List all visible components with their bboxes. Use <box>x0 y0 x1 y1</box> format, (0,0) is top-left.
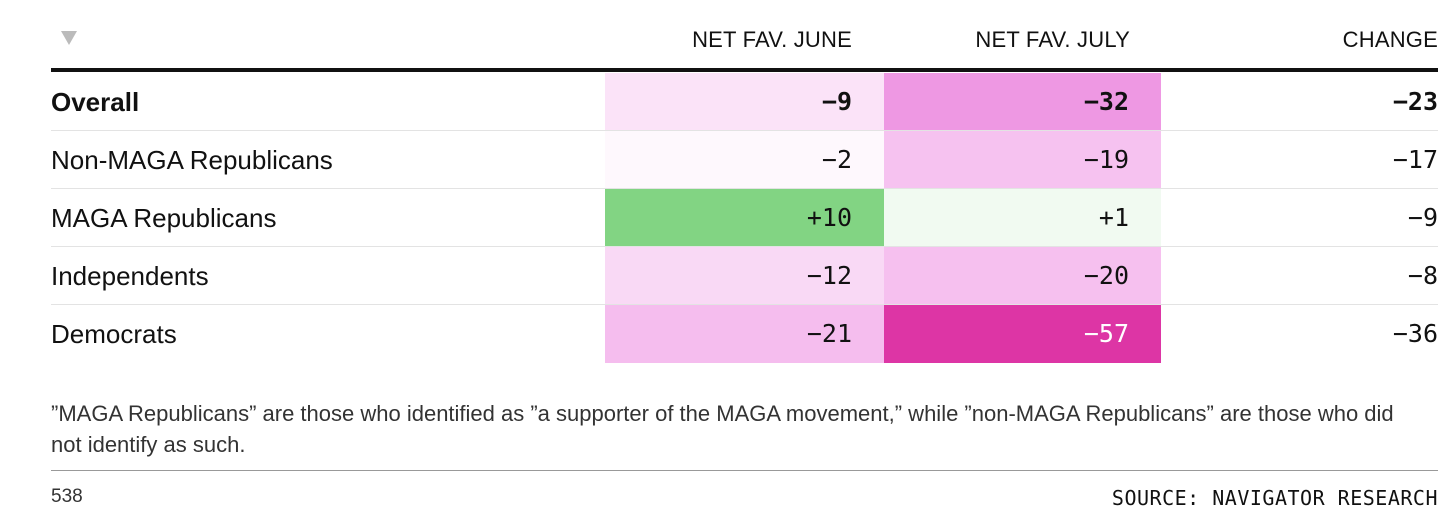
row-divider <box>51 130 1438 131</box>
header-rule <box>51 68 1438 72</box>
cell-july: +1 <box>884 189 1161 247</box>
cell-june: −21 <box>605 305 884 363</box>
cell-june: −9 <box>605 73 884 131</box>
cell-june: +10 <box>605 189 884 247</box>
cell-june: −2 <box>605 131 884 189</box>
cell-change: −17 <box>1392 145 1438 174</box>
cell-change: −23 <box>1392 87 1438 116</box>
table-row: Democrats −21 −57 −36 <box>51 305 1438 363</box>
cell-july: −57 <box>884 305 1161 363</box>
row-label: Democrats <box>51 319 177 349</box>
table-row: MAGA Republicans +10 +1 −9 <box>51 189 1438 247</box>
cell-change: −36 <box>1392 319 1438 348</box>
row-label: Overall <box>51 87 140 117</box>
table-row: Independents −12 −20 −8 <box>51 247 1438 305</box>
column-header-change[interactable]: CHANGE <box>1342 27 1438 52</box>
row-divider <box>51 304 1438 305</box>
table-row: Overall −9 −32 −23 <box>51 73 1438 131</box>
column-header-july[interactable]: NET FAV. JULY <box>975 27 1130 52</box>
row-divider <box>51 188 1438 189</box>
footer-rule <box>51 470 1438 471</box>
cell-change: −8 <box>1407 261 1438 290</box>
row-label: MAGA Republicans <box>51 203 277 233</box>
source-label: SOURCE: NAVIGATOR RESEARCH <box>1111 486 1438 510</box>
cell-change: −9 <box>1407 203 1438 232</box>
table-row: Non-MAGA Republicans −2 −19 −17 <box>51 131 1438 189</box>
cell-june: −12 <box>605 247 884 305</box>
cell-july: −32 <box>884 73 1161 131</box>
row-label: Independents <box>51 261 209 291</box>
row-divider <box>51 246 1438 247</box>
row-label: Non-MAGA Republicans <box>51 145 333 175</box>
cell-july: −19 <box>884 131 1161 189</box>
column-header-june[interactable]: NET FAV. JUNE <box>692 27 852 52</box>
sort-down-triangle-icon[interactable] <box>60 30 78 46</box>
footnote: ”MAGA Republicans” are those who identif… <box>51 401 1394 457</box>
brand-label: 538 <box>51 486 83 507</box>
cell-july: −20 <box>884 247 1161 305</box>
